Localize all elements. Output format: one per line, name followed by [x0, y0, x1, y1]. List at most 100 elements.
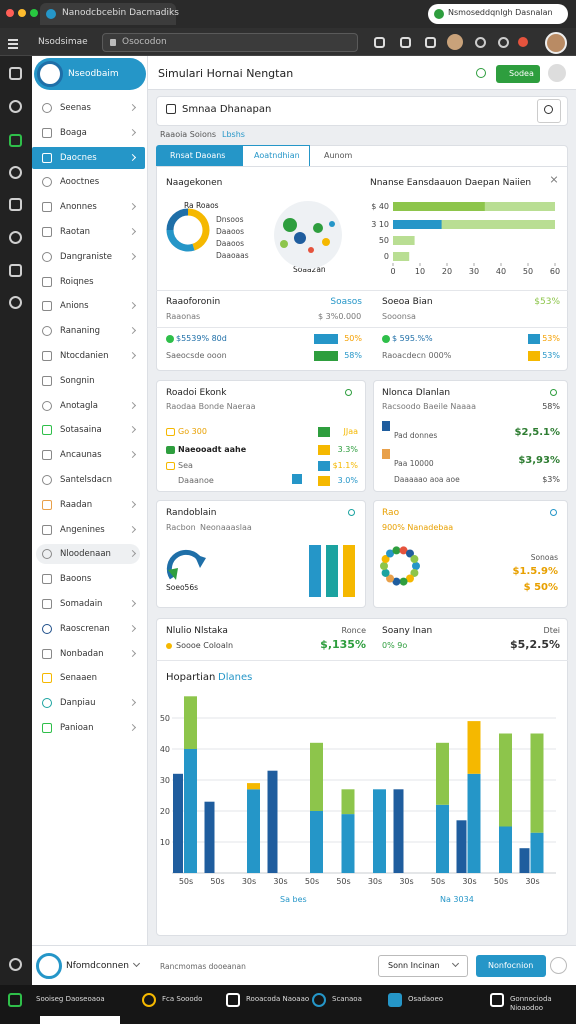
url-text[interactable]: Osocodon	[122, 37, 167, 47]
strip-icon[interactable]	[9, 100, 22, 113]
strip-icon[interactable]	[9, 134, 22, 147]
taskbar-icon[interactable]	[312, 993, 326, 1007]
strip-icon[interactable]	[9, 264, 22, 277]
sidebar-item[interactable]: Songnin	[60, 375, 95, 386]
taskbar-label[interactable]: Sooiseg Daoseoaoa	[36, 995, 105, 1003]
search-text[interactable]: Smnaa Dhanapan	[182, 104, 272, 115]
sidebar-item[interactable]: Nonbadan	[60, 648, 104, 659]
sidebar-icon	[42, 673, 52, 684]
window-dot	[6, 9, 14, 17]
strip-icon[interactable]	[9, 166, 22, 179]
strip-icon[interactable]	[9, 198, 22, 211]
tab-label[interactable]: Aoatndhian	[254, 151, 300, 160]
sidebar-item[interactable]: Danpiau	[60, 698, 96, 709]
avatar-small	[447, 34, 463, 50]
toolbar-icon[interactable]	[400, 37, 411, 48]
chart-title: Hopartian	[166, 672, 216, 683]
menu-line	[8, 43, 18, 45]
legend-item: Daaoos	[216, 227, 245, 236]
user-icon[interactable]	[548, 64, 566, 82]
sidebar-item[interactable]: Boaga	[60, 127, 87, 138]
sidebar-item[interactable]: Anions	[60, 301, 89, 312]
taskbar-icon[interactable]	[226, 993, 240, 1007]
taskbar-icon[interactable]	[388, 993, 402, 1007]
breadcrumb[interactable]: Lbshs	[222, 130, 245, 139]
taskbar-label[interactable]: Fca Sooodo	[162, 995, 203, 1003]
card-menu[interactable]	[348, 509, 355, 516]
search-card[interactable]	[156, 96, 568, 126]
footer-button[interactable]	[476, 955, 546, 977]
sidebar-item[interactable]: Raoscrenan	[60, 623, 110, 634]
select-label[interactable]: Sonn Incinan	[388, 961, 440, 970]
row-value: JJaa	[343, 427, 358, 436]
footer-logo	[36, 953, 62, 979]
sidebar-item[interactable]: Raadan	[60, 499, 93, 510]
toolbar-icon[interactable]	[374, 37, 385, 48]
taskbar-label[interactable]: Osadaoeo	[408, 995, 444, 1003]
pill-icon	[434, 9, 444, 19]
taskbar-icon[interactable]	[142, 993, 156, 1007]
card-sub: Raodaa Bonde Naeraa	[166, 402, 256, 411]
sidebar-item[interactable]: Sotasaina	[60, 425, 102, 436]
primary-button[interactable]	[496, 65, 540, 83]
url-box[interactable]	[102, 33, 358, 52]
sidebar-icon	[42, 375, 52, 386]
sidebar-item[interactable]: Raotan	[60, 227, 91, 237]
sidebar-item[interactable]: Roiqnes	[60, 276, 94, 287]
sidebar-item[interactable]: Baoons	[60, 574, 92, 585]
select[interactable]	[378, 955, 468, 977]
sidebar-item[interactable]: Santelsdacn	[60, 475, 113, 485]
toolbar-icon[interactable]	[425, 37, 436, 48]
sidebar-icon	[42, 475, 52, 485]
refresh-icon[interactable]	[476, 68, 486, 78]
search-button[interactable]	[537, 99, 561, 123]
sidebar-item[interactable]: Senaaen	[60, 673, 98, 684]
sidebar-item[interactable]: Nloodenaan	[60, 549, 111, 560]
card-menu[interactable]	[345, 389, 352, 396]
browser-tab[interactable]	[40, 3, 176, 25]
sidebar-item[interactable]: Anotagla	[60, 400, 98, 411]
card	[373, 380, 568, 492]
taskbar-icon[interactable]	[8, 993, 22, 1007]
sidebar-icon	[42, 227, 52, 237]
button-label[interactable]: Sodea	[509, 69, 534, 78]
row-label: Pad donnes	[394, 431, 438, 440]
tab-active[interactable]	[156, 145, 242, 167]
tab-title[interactable]: Nanodcbcebin Dacmadiks	[62, 8, 179, 18]
metric-indicator	[314, 351, 338, 361]
tab-label[interactable]: Rnsat Daoans	[170, 151, 226, 160]
taskbar-label[interactable]: Gonnocioda Nioaodoo	[510, 995, 552, 1012]
button-label[interactable]: Nonfocnion	[488, 961, 534, 970]
footer-icon[interactable]	[550, 957, 567, 974]
strip-icon[interactable]	[9, 67, 22, 80]
profile-pill[interactable]	[428, 4, 568, 24]
strip-icon[interactable]	[9, 958, 22, 971]
taskbar-label[interactable]: Scanaoa	[332, 995, 362, 1003]
sidebar-item[interactable]: Daocnes	[60, 152, 97, 163]
sidebar-item[interactable]: Rananing	[60, 326, 101, 337]
sidebar-item[interactable]: Ntocdanien	[60, 351, 109, 361]
taskbar-icon[interactable]	[490, 993, 504, 1007]
sidebar-item[interactable]: Anonnes	[60, 202, 97, 213]
sidebar-item[interactable]: Angenines	[60, 524, 105, 535]
lock-icon	[110, 39, 116, 46]
strip-icon[interactable]	[9, 231, 22, 244]
sidebar-item[interactable]: Aooctnes	[60, 177, 100, 188]
breadcrumb[interactable]: Raaoia Soions	[160, 130, 217, 139]
sidebar-item[interactable]: Panioan	[60, 723, 94, 733]
sidebar-item[interactable]: Dangraniste	[60, 251, 112, 262]
metric-title: Raaoforonin	[166, 297, 221, 307]
toolbar-icon[interactable]	[475, 37, 486, 48]
row-icon	[166, 462, 175, 470]
avatar[interactable]	[545, 32, 567, 54]
tab-label[interactable]: Aunom	[324, 151, 353, 160]
sidebar-item[interactable]: Ancaunas	[60, 450, 102, 461]
card-menu[interactable]	[550, 509, 557, 516]
toolbar-icon[interactable]	[498, 37, 509, 48]
strip-icon[interactable]	[9, 296, 22, 309]
taskbar-label[interactable]: Rooacoda Naoaao	[246, 995, 310, 1003]
card-menu[interactable]	[550, 389, 557, 396]
card	[156, 380, 366, 492]
sidebar-item[interactable]: Seenas	[60, 103, 91, 113]
sidebar-item[interactable]: Somadain	[60, 599, 103, 609]
